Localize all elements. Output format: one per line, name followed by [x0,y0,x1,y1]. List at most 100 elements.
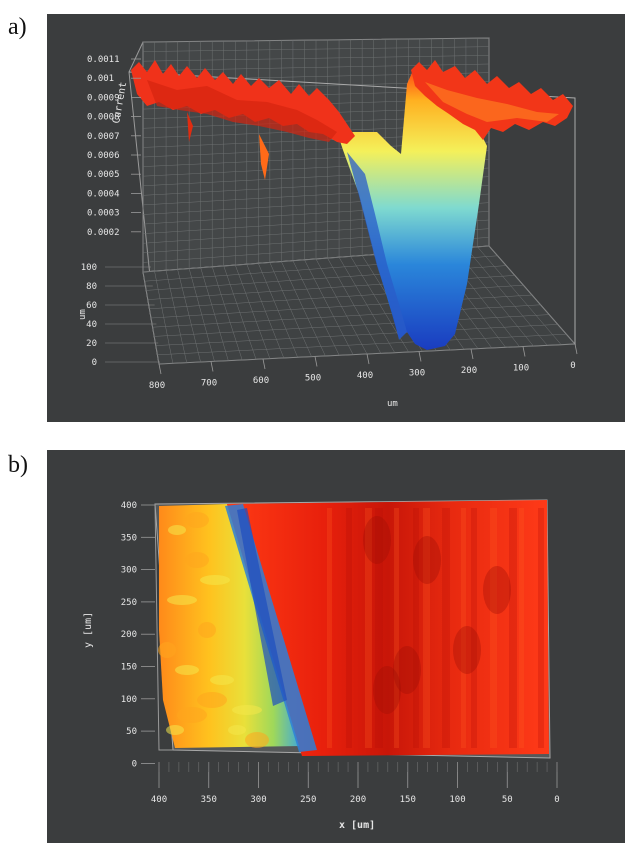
y-tick-label: 250 [121,598,137,608]
grid-line [154,314,550,337]
panel-b-label: b) [8,452,28,478]
streak [327,508,332,748]
streak [461,508,466,748]
x-tick-label: 300 [409,369,425,379]
x-tick-label: 300 [250,795,266,805]
x-tick-label: 150 [400,795,416,805]
streak [423,508,430,748]
x-tick-label: 400 [357,371,373,381]
y-axis-ticks: 400 350 300 250 200 150 100 50 0 [121,501,155,769]
x-tick-label: 200 [461,366,477,376]
streak [490,508,497,748]
z-tick-label: 0.0006 [87,151,120,161]
z-tick-label: 0.0007 [87,132,120,142]
x-tick-label: 100 [513,364,529,374]
z-axis-ticks: 0.0011 0.001 0.0009 0.0008 0.0007 0.0006 0.000… [87,55,141,238]
grid-line [142,37,490,43]
x-tick-mark [210,361,214,372]
z-axis-title: Current [111,81,129,124]
y-tick-label: 0 [92,358,97,368]
z-tick-label: 0.001 [87,74,114,84]
x-tick-label: 400 [151,795,167,805]
heatmap-surface [158,500,549,756]
surface-plot-svg: 0.0011 0.001 0.0009 0.0008 0.0007 0.0006 0.000… [78,37,578,409]
z-tick-label: 0.0002 [87,228,120,238]
surface-plot-panel: 0.0011 0.001 0.0009 0.0008 0.0007 0.0006 0.000… [47,14,625,422]
texture-blob [363,516,391,564]
texture-blob [210,675,234,685]
trench-shadow [347,152,407,340]
x-axis-title: x [um] [339,820,375,831]
y-axis-title: y [um] [83,612,94,648]
x-tick-label: 700 [201,379,217,389]
x-tick-label: 800 [149,381,165,391]
right-plateau-highlight [425,82,559,122]
texture-blob [158,642,176,658]
z-tick-label: 0.0005 [87,170,120,180]
texture-blob [166,725,184,735]
y-axis-ticks: 100 80 60 40 20 0 [81,263,160,368]
x-tick-label: 50 [502,795,513,805]
y-tick-label: 100 [121,695,137,705]
spike [259,134,269,180]
x-tick-mark [522,346,526,357]
streak [471,508,477,748]
y-tick-label: 60 [86,301,97,311]
x-tick-label: 100 [449,795,465,805]
x-tick-label: 600 [253,376,269,386]
x-tick-mark [314,356,318,367]
streak [375,508,383,748]
x-tick-label: 0 [570,361,575,371]
y-tick-label: 100 [81,263,97,273]
z-tick-label: 0.0008 [87,113,120,123]
vertical-streaks [327,508,544,748]
right-zone [227,500,549,756]
x-axis-ticks: 800 700 600 500 400 300 200 100 0 [149,343,578,391]
y-tick-label: 20 [86,339,97,349]
streak [442,508,450,748]
y-tick-label: 80 [86,282,97,292]
z-tick-label: 0.0011 [87,55,120,65]
y-tick-label: 150 [121,663,137,673]
x-tick-label: 250 [300,795,316,805]
spike [187,112,193,142]
texture-blob [228,725,246,735]
texture-blob [168,525,186,535]
grid-line [142,55,490,62]
y-tick-label: 200 [121,630,137,640]
texture-blob [413,536,441,584]
texture-blob [185,552,209,568]
grid-line [155,324,558,346]
heatmap-panel: 400 350 300 250 200 150 100 50 0 y [um] 400 350 30… [47,450,625,843]
streak [509,508,517,748]
texture-blob [175,665,199,675]
texture-blob [373,666,401,714]
x-tick-mark [574,343,578,355]
y-tick-label: 400 [121,501,137,511]
texture-blob [453,626,481,674]
streak [538,508,544,748]
x-tick-label: 200 [350,795,366,805]
z-tick-label: 0.0004 [87,189,120,199]
front-edges [128,71,576,344]
texture-blob [198,622,216,638]
streak [394,508,399,748]
y-tick-label: 50 [126,727,137,737]
streak [519,508,524,748]
texture-blob [483,566,511,614]
z-tick-label: 0.0003 [87,209,120,219]
texture-blobs [158,512,511,748]
x-tick-mark [262,358,266,370]
x-tick-label: 500 [305,374,321,384]
current-surface [131,60,573,350]
texture-blob [197,692,227,708]
frame-edge [154,503,173,751]
y-tick-label: 40 [86,320,97,330]
x-axis-title: um [387,399,398,409]
grid-line [152,304,541,328]
grid-line [157,333,567,356]
left-plateau-shade [147,80,337,142]
texture-blob [185,512,209,528]
texture-blob [393,646,421,694]
grid-line [150,294,533,319]
